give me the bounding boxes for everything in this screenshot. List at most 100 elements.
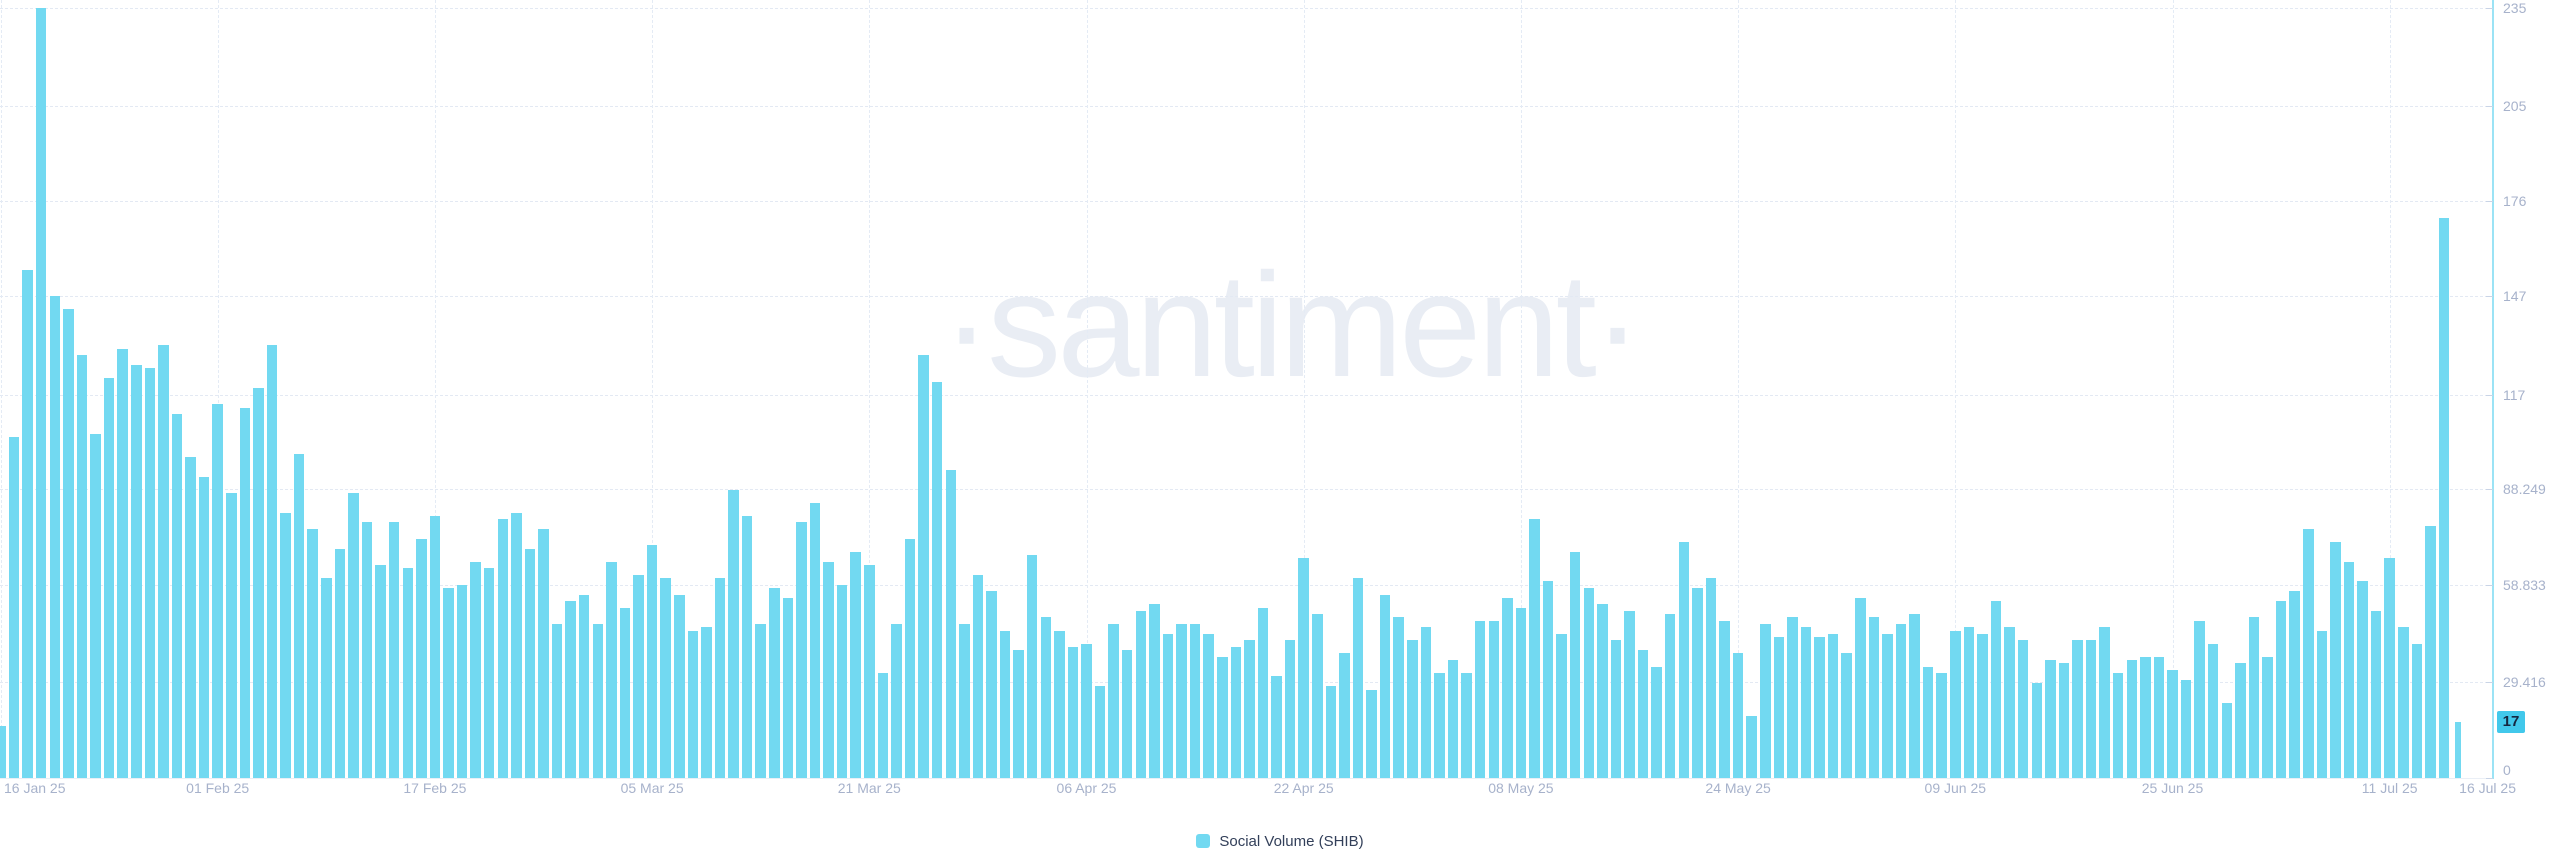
bar[interactable] [1990, 601, 2002, 778]
bar[interactable] [891, 624, 902, 778]
bar[interactable] [565, 601, 576, 778]
bar[interactable] [416, 538, 427, 778]
bar[interactable] [1895, 624, 1907, 778]
bar[interactable] [293, 453, 305, 778]
bar[interactable] [307, 528, 318, 778]
bar[interactable] [2153, 656, 2165, 778]
bar[interactable] [497, 519, 509, 778]
bar[interactable] [2384, 558, 2395, 778]
bar[interactable] [1094, 686, 1106, 778]
bar[interactable] [280, 512, 291, 778]
bar[interactable] [2180, 679, 2192, 778]
bar[interactable] [1610, 640, 1622, 778]
bar[interactable] [1474, 620, 1486, 778]
bar[interactable] [972, 574, 984, 778]
bar[interactable] [1108, 624, 1119, 778]
bar[interactable] [1664, 614, 1676, 778]
bar[interactable] [782, 597, 794, 778]
bar[interactable] [76, 355, 88, 778]
bar[interactable] [1651, 666, 1662, 778]
bar[interactable] [2370, 610, 2382, 778]
bar[interactable] [239, 407, 251, 778]
bar[interactable] [1230, 646, 1242, 778]
bar[interactable] [2031, 682, 2042, 778]
bar[interactable] [1434, 673, 1445, 778]
bar[interactable] [1244, 640, 1255, 778]
bar[interactable] [1257, 607, 1269, 778]
bar[interactable] [714, 578, 726, 778]
bar[interactable] [850, 551, 861, 778]
bar[interactable] [375, 565, 386, 778]
bar[interactable] [1067, 646, 1079, 778]
bar[interactable] [1719, 620, 1730, 778]
bar[interactable] [470, 561, 481, 778]
bar[interactable] [2330, 542, 2341, 778]
bar[interactable] [2004, 627, 2015, 778]
bar[interactable] [836, 584, 848, 778]
bar[interactable] [1081, 643, 1092, 778]
bar[interactable] [2126, 660, 2138, 778]
bar[interactable] [701, 627, 712, 778]
bar[interactable] [986, 591, 997, 778]
bar[interactable] [1203, 633, 1214, 778]
bar[interactable] [1800, 627, 1812, 778]
bar[interactable] [2112, 673, 2124, 778]
bar[interactable] [1624, 610, 1635, 778]
bar[interactable] [2072, 640, 2083, 778]
bar[interactable] [1312, 614, 1323, 778]
bar[interactable] [2425, 525, 2436, 778]
bar[interactable] [687, 630, 699, 778]
bar[interactable] [796, 522, 807, 778]
bar[interactable] [1556, 633, 1567, 778]
bar[interactable] [2303, 528, 2314, 778]
bar[interactable] [646, 545, 658, 778]
bar[interactable] [755, 624, 766, 778]
bar[interactable] [728, 489, 739, 778]
bar[interactable] [2207, 643, 2219, 778]
bar[interactable] [1121, 650, 1133, 778]
bar[interactable] [524, 548, 536, 778]
bar[interactable] [2357, 581, 2368, 778]
bar[interactable] [2343, 561, 2355, 778]
bar[interactable] [456, 584, 468, 778]
bar[interactable] [809, 502, 821, 778]
bar[interactable] [918, 355, 929, 778]
bar[interactable] [877, 673, 889, 778]
bar[interactable] [1909, 614, 1920, 778]
bar[interactable] [2289, 591, 2300, 778]
bar[interactable] [2235, 663, 2246, 778]
bar[interactable] [538, 528, 549, 778]
bar[interactable] [945, 470, 956, 778]
bar[interactable] [1868, 617, 1880, 778]
bar[interactable] [1447, 660, 1459, 778]
bar[interactable] [2194, 620, 2205, 778]
bar[interactable] [198, 476, 210, 778]
bar[interactable] [253, 388, 264, 778]
bar[interactable] [1366, 689, 1377, 778]
bar[interactable] [1787, 617, 1798, 778]
bar[interactable] [633, 574, 644, 778]
bar[interactable] [864, 565, 875, 778]
bar[interactable] [1827, 633, 1839, 778]
bar[interactable] [2248, 617, 2260, 778]
bar[interactable] [2438, 217, 2450, 778]
bar[interactable] [1950, 630, 1961, 778]
bar[interactable] [1678, 542, 1690, 778]
bar[interactable] [1271, 676, 1282, 778]
bar[interactable] [348, 492, 359, 778]
bar[interactable] [1882, 633, 1893, 778]
bar[interactable] [1135, 610, 1147, 778]
bar[interactable] [1922, 666, 1934, 778]
bar[interactable] [1760, 624, 1771, 778]
bar[interactable] [1420, 627, 1432, 778]
bar[interactable] [511, 512, 522, 778]
bar[interactable] [2085, 640, 2097, 778]
bar[interactable] [1773, 637, 1785, 778]
bar[interactable] [158, 345, 169, 778]
bar[interactable] [1149, 604, 1160, 778]
bar[interactable] [1855, 597, 1866, 778]
bar[interactable] [429, 515, 441, 778]
bar[interactable] [999, 630, 1011, 778]
bar[interactable] [1529, 519, 1540, 778]
bar[interactable] [2099, 627, 2110, 778]
